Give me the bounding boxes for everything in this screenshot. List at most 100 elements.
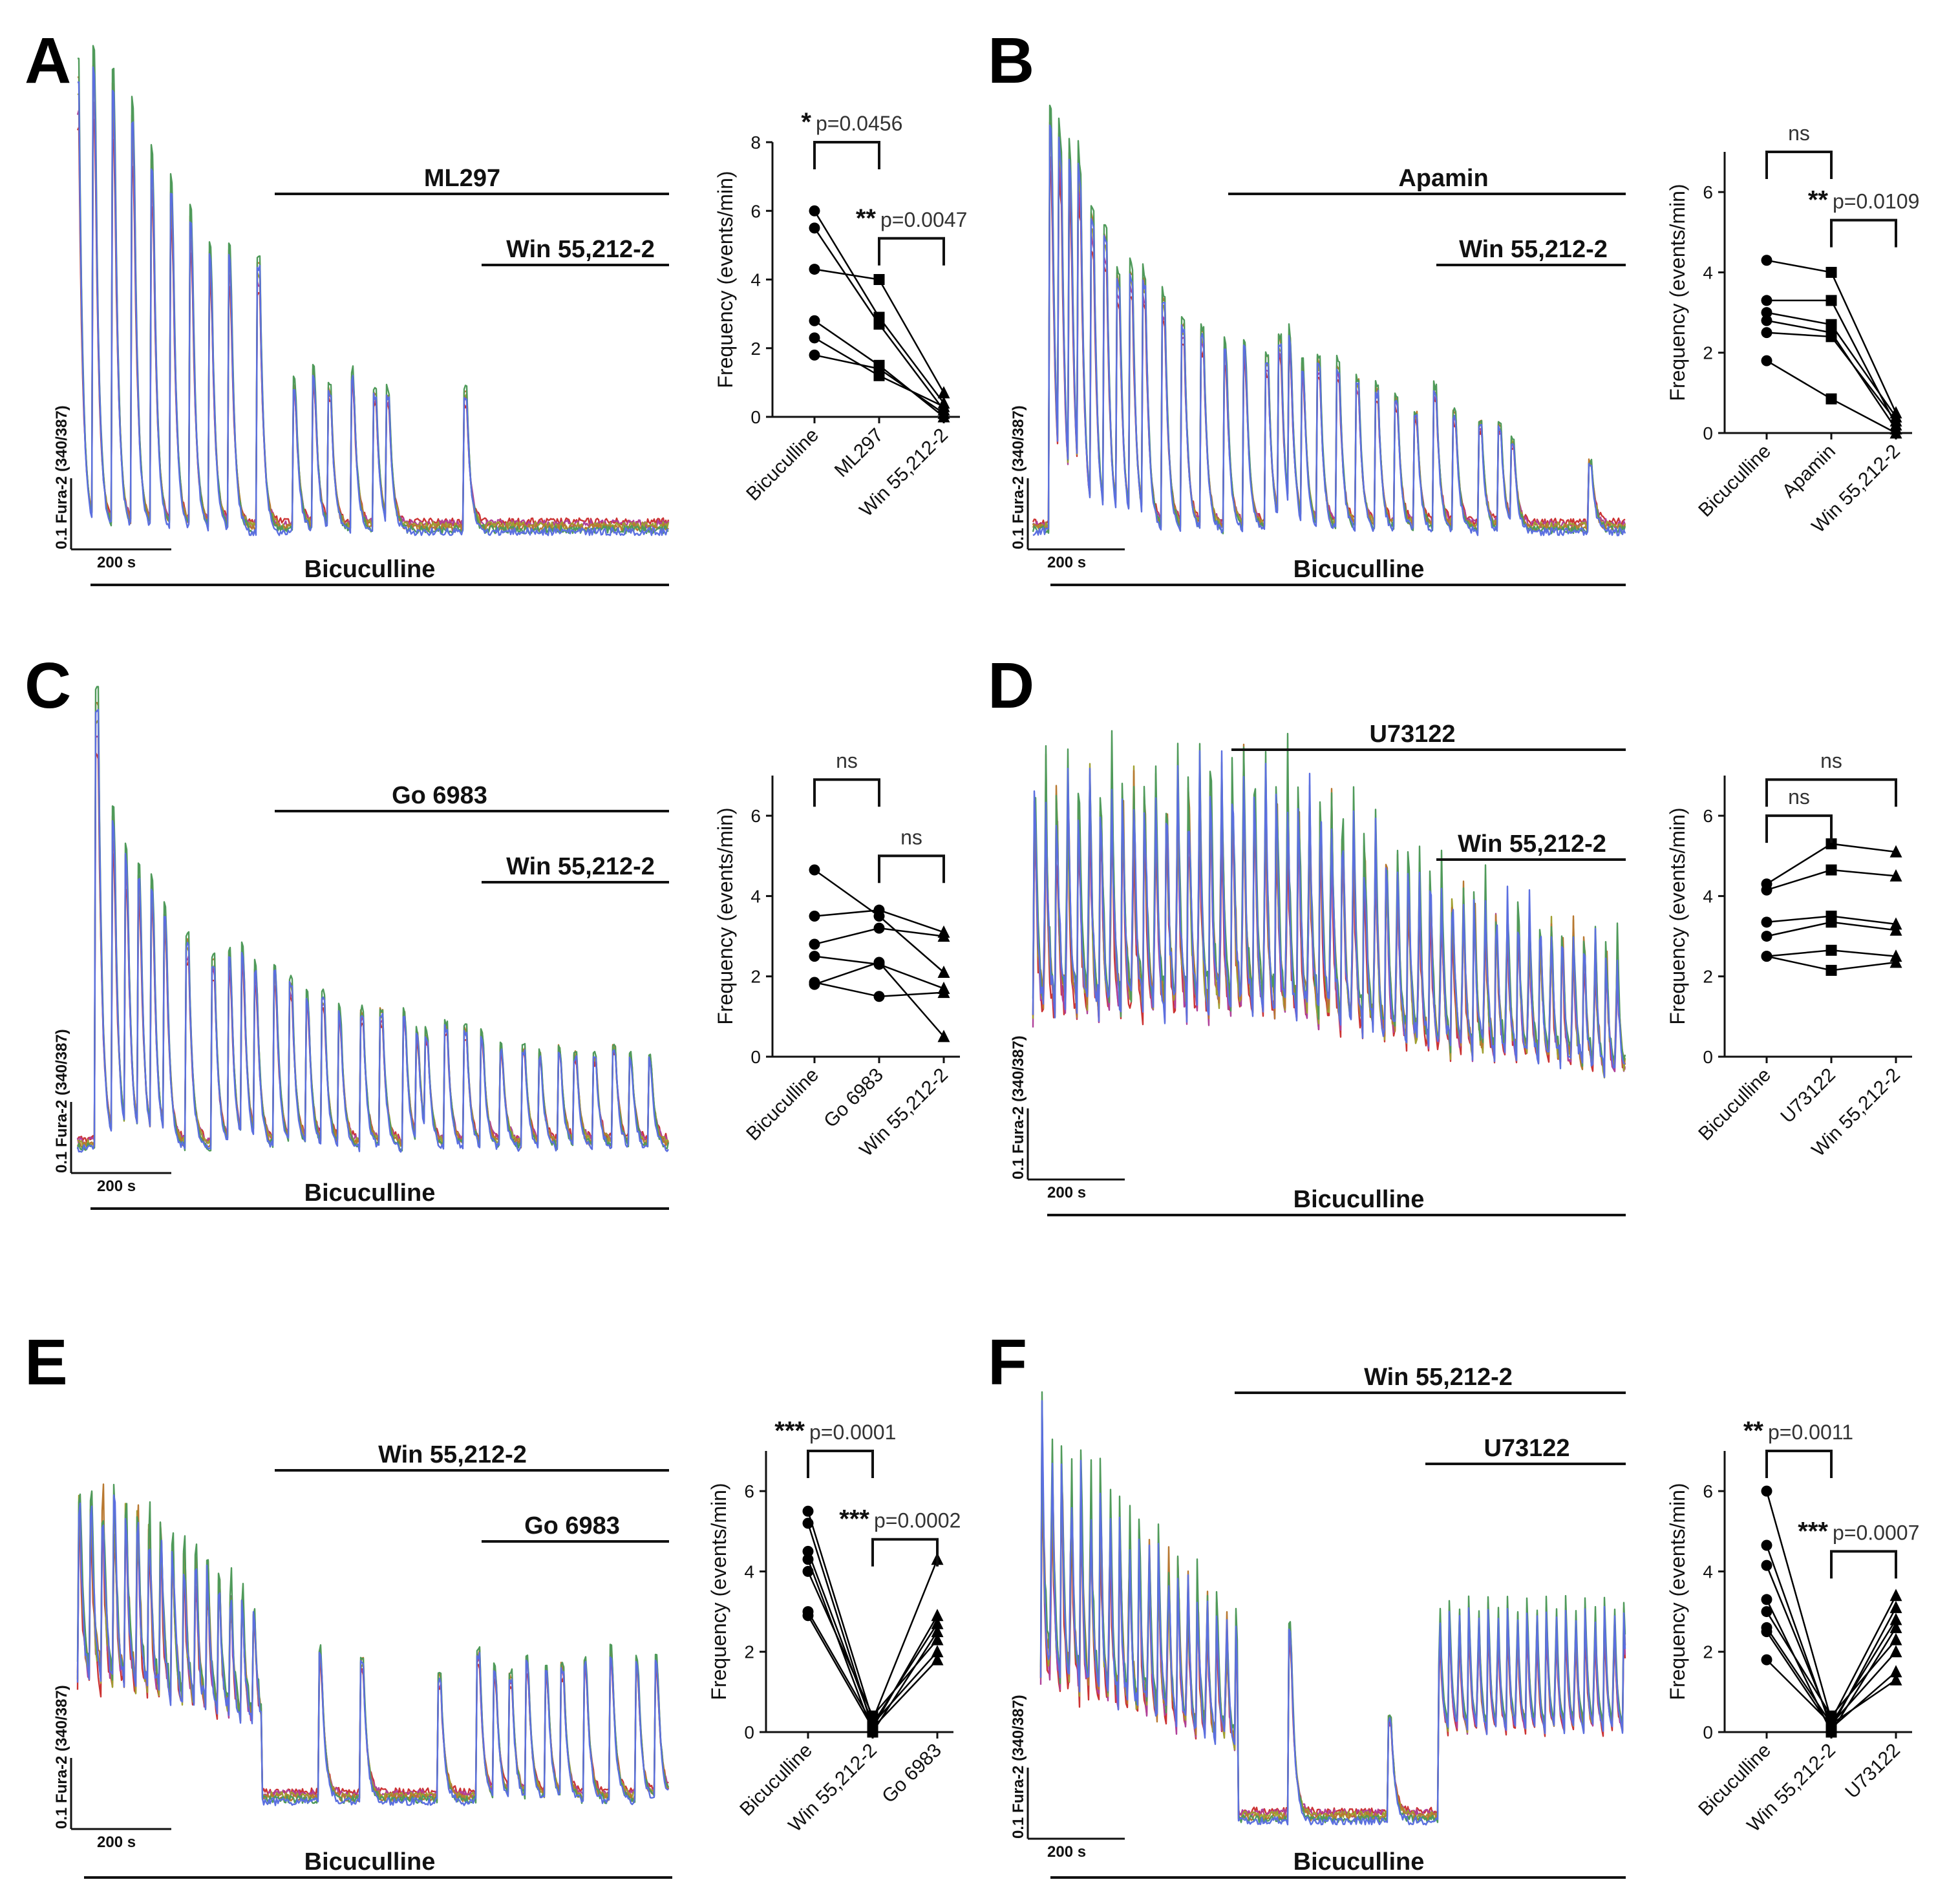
data-point	[809, 205, 820, 217]
data-point	[1825, 295, 1837, 306]
data-point	[802, 1610, 814, 1622]
panel-letter: F	[988, 1326, 1027, 1399]
scale-time-label: 200 s	[1047, 554, 1086, 571]
data-point	[867, 1722, 878, 1734]
data-point	[1889, 923, 1902, 936]
data-point	[1825, 266, 1837, 278]
scale-bar: 200 s 0.1 Fura-2 (340/387)	[1010, 405, 1125, 571]
data-point	[802, 1518, 814, 1529]
bicuculline-label: Bicuculline	[304, 556, 436, 583]
significance-bracket	[878, 854, 945, 883]
y-tick-label: 6	[1703, 1481, 1713, 1501]
y-tick-label: 0	[1703, 423, 1713, 443]
y-tick-label: 4	[1703, 262, 1713, 282]
data-point	[809, 222, 820, 234]
p-value-label: p=0.0047	[880, 208, 967, 231]
data-point	[809, 938, 820, 950]
data-point	[1761, 315, 1772, 326]
data-point	[1825, 393, 1837, 405]
scale-bar: 200 s 0.1 Fura-2 (340/387)	[53, 1685, 171, 1851]
p-value-label: p=0.0109	[1833, 190, 1919, 213]
scale-ratio-label: 0.1 Fura-2 (340/387)	[1010, 405, 1027, 549]
data-point	[1889, 1620, 1902, 1633]
significance-bracket	[813, 778, 880, 807]
data-point	[1889, 1613, 1902, 1625]
data-point	[1761, 1654, 1772, 1666]
data-point	[1825, 944, 1837, 956]
significance-stars: ***	[839, 1505, 869, 1534]
p-value-label: p=0.0456	[816, 112, 902, 135]
data-point	[1761, 1594, 1772, 1605]
scale-bar: 200 s 0.1 Fura-2 (340/387)	[1010, 1035, 1125, 1201]
drug2-label: Win 55,212-2	[506, 236, 655, 263]
p-value-label: ns	[900, 825, 922, 849]
scale-bar: 200 s 0.1 Fura-2 (340/387)	[53, 1029, 171, 1195]
drug2-label: Win 55,212-2	[506, 853, 655, 880]
data-point	[873, 991, 885, 1002]
data-point	[1825, 838, 1837, 850]
significance-stars: ***	[774, 1417, 805, 1445]
data-point	[1761, 931, 1772, 942]
significance-stars: **	[856, 204, 877, 233]
data-point	[873, 363, 885, 375]
data-point	[1825, 964, 1837, 976]
y-tick-label: 4	[750, 886, 761, 906]
panel-letter: B	[988, 25, 1034, 97]
data-point	[1761, 1539, 1772, 1551]
p-value-label: ns	[836, 749, 858, 772]
y-tick-label: 2	[1703, 343, 1713, 363]
y-tick-label: 0	[750, 407, 761, 427]
trace-line	[76, 1494, 669, 1806]
data-point	[1889, 1600, 1902, 1613]
data-point	[931, 1609, 944, 1622]
data-point	[931, 1633, 944, 1645]
data-point	[1889, 1673, 1902, 1686]
calcium-traces	[76, 45, 670, 536]
data-point	[1761, 1626, 1772, 1638]
y-axis-title: Frequency (events/min)	[1666, 807, 1689, 1024]
data-point	[937, 407, 950, 419]
scale-time-label: 200 s	[1047, 1843, 1086, 1861]
y-tick-label: 4	[1703, 886, 1713, 906]
drug1-label: Apamin	[1398, 165, 1488, 192]
y-tick-label: 2	[750, 967, 761, 987]
data-point	[1889, 1645, 1902, 1658]
significance-bracket	[1830, 218, 1897, 248]
data-point	[809, 349, 820, 361]
data-point	[802, 1554, 814, 1565]
data-point	[937, 966, 950, 978]
y-axis-title: Frequency (events/min)	[714, 171, 737, 388]
drug1-label: ML297	[424, 165, 500, 192]
y-tick-label: 6	[1703, 806, 1713, 826]
data-point	[937, 929, 950, 942]
data-point	[809, 951, 820, 962]
data-point	[802, 1565, 814, 1577]
y-axis-title: Frequency (events/min)	[1666, 184, 1689, 401]
drug2-label: Win 55,212-2	[1458, 830, 1606, 858]
panel-letter: A	[25, 25, 71, 97]
data-point	[1889, 414, 1902, 427]
data-point	[1889, 869, 1902, 882]
bicuculline-label: Bicuculline	[304, 1179, 436, 1207]
calcium-traces	[1032, 730, 1626, 1079]
significance-bracket	[871, 1538, 939, 1567]
data-point	[1761, 951, 1772, 962]
data-point	[931, 1645, 944, 1658]
scale-time-label: 200 s	[97, 1178, 136, 1195]
data-point	[931, 1625, 944, 1638]
trace-line	[1032, 156, 1626, 529]
data-point	[937, 386, 950, 399]
p-value-label: p=0.0007	[1833, 1521, 1919, 1544]
y-tick-label: 6	[750, 201, 761, 221]
drug1-label: Win 55,212-2	[1364, 1364, 1513, 1391]
y-tick-label: 0	[750, 1047, 761, 1067]
data-point	[1761, 307, 1772, 319]
y-tick-label: 6	[744, 1481, 754, 1501]
bicuculline-label: Bicuculline	[1293, 1848, 1425, 1876]
data-point	[809, 264, 820, 275]
significance-bracket	[1830, 1550, 1897, 1579]
data-point	[1889, 1633, 1902, 1645]
panel-a: A ML297 Win 55,212-2 Bicuculline 200 s 0…	[25, 25, 967, 586]
data-point	[1825, 331, 1837, 343]
